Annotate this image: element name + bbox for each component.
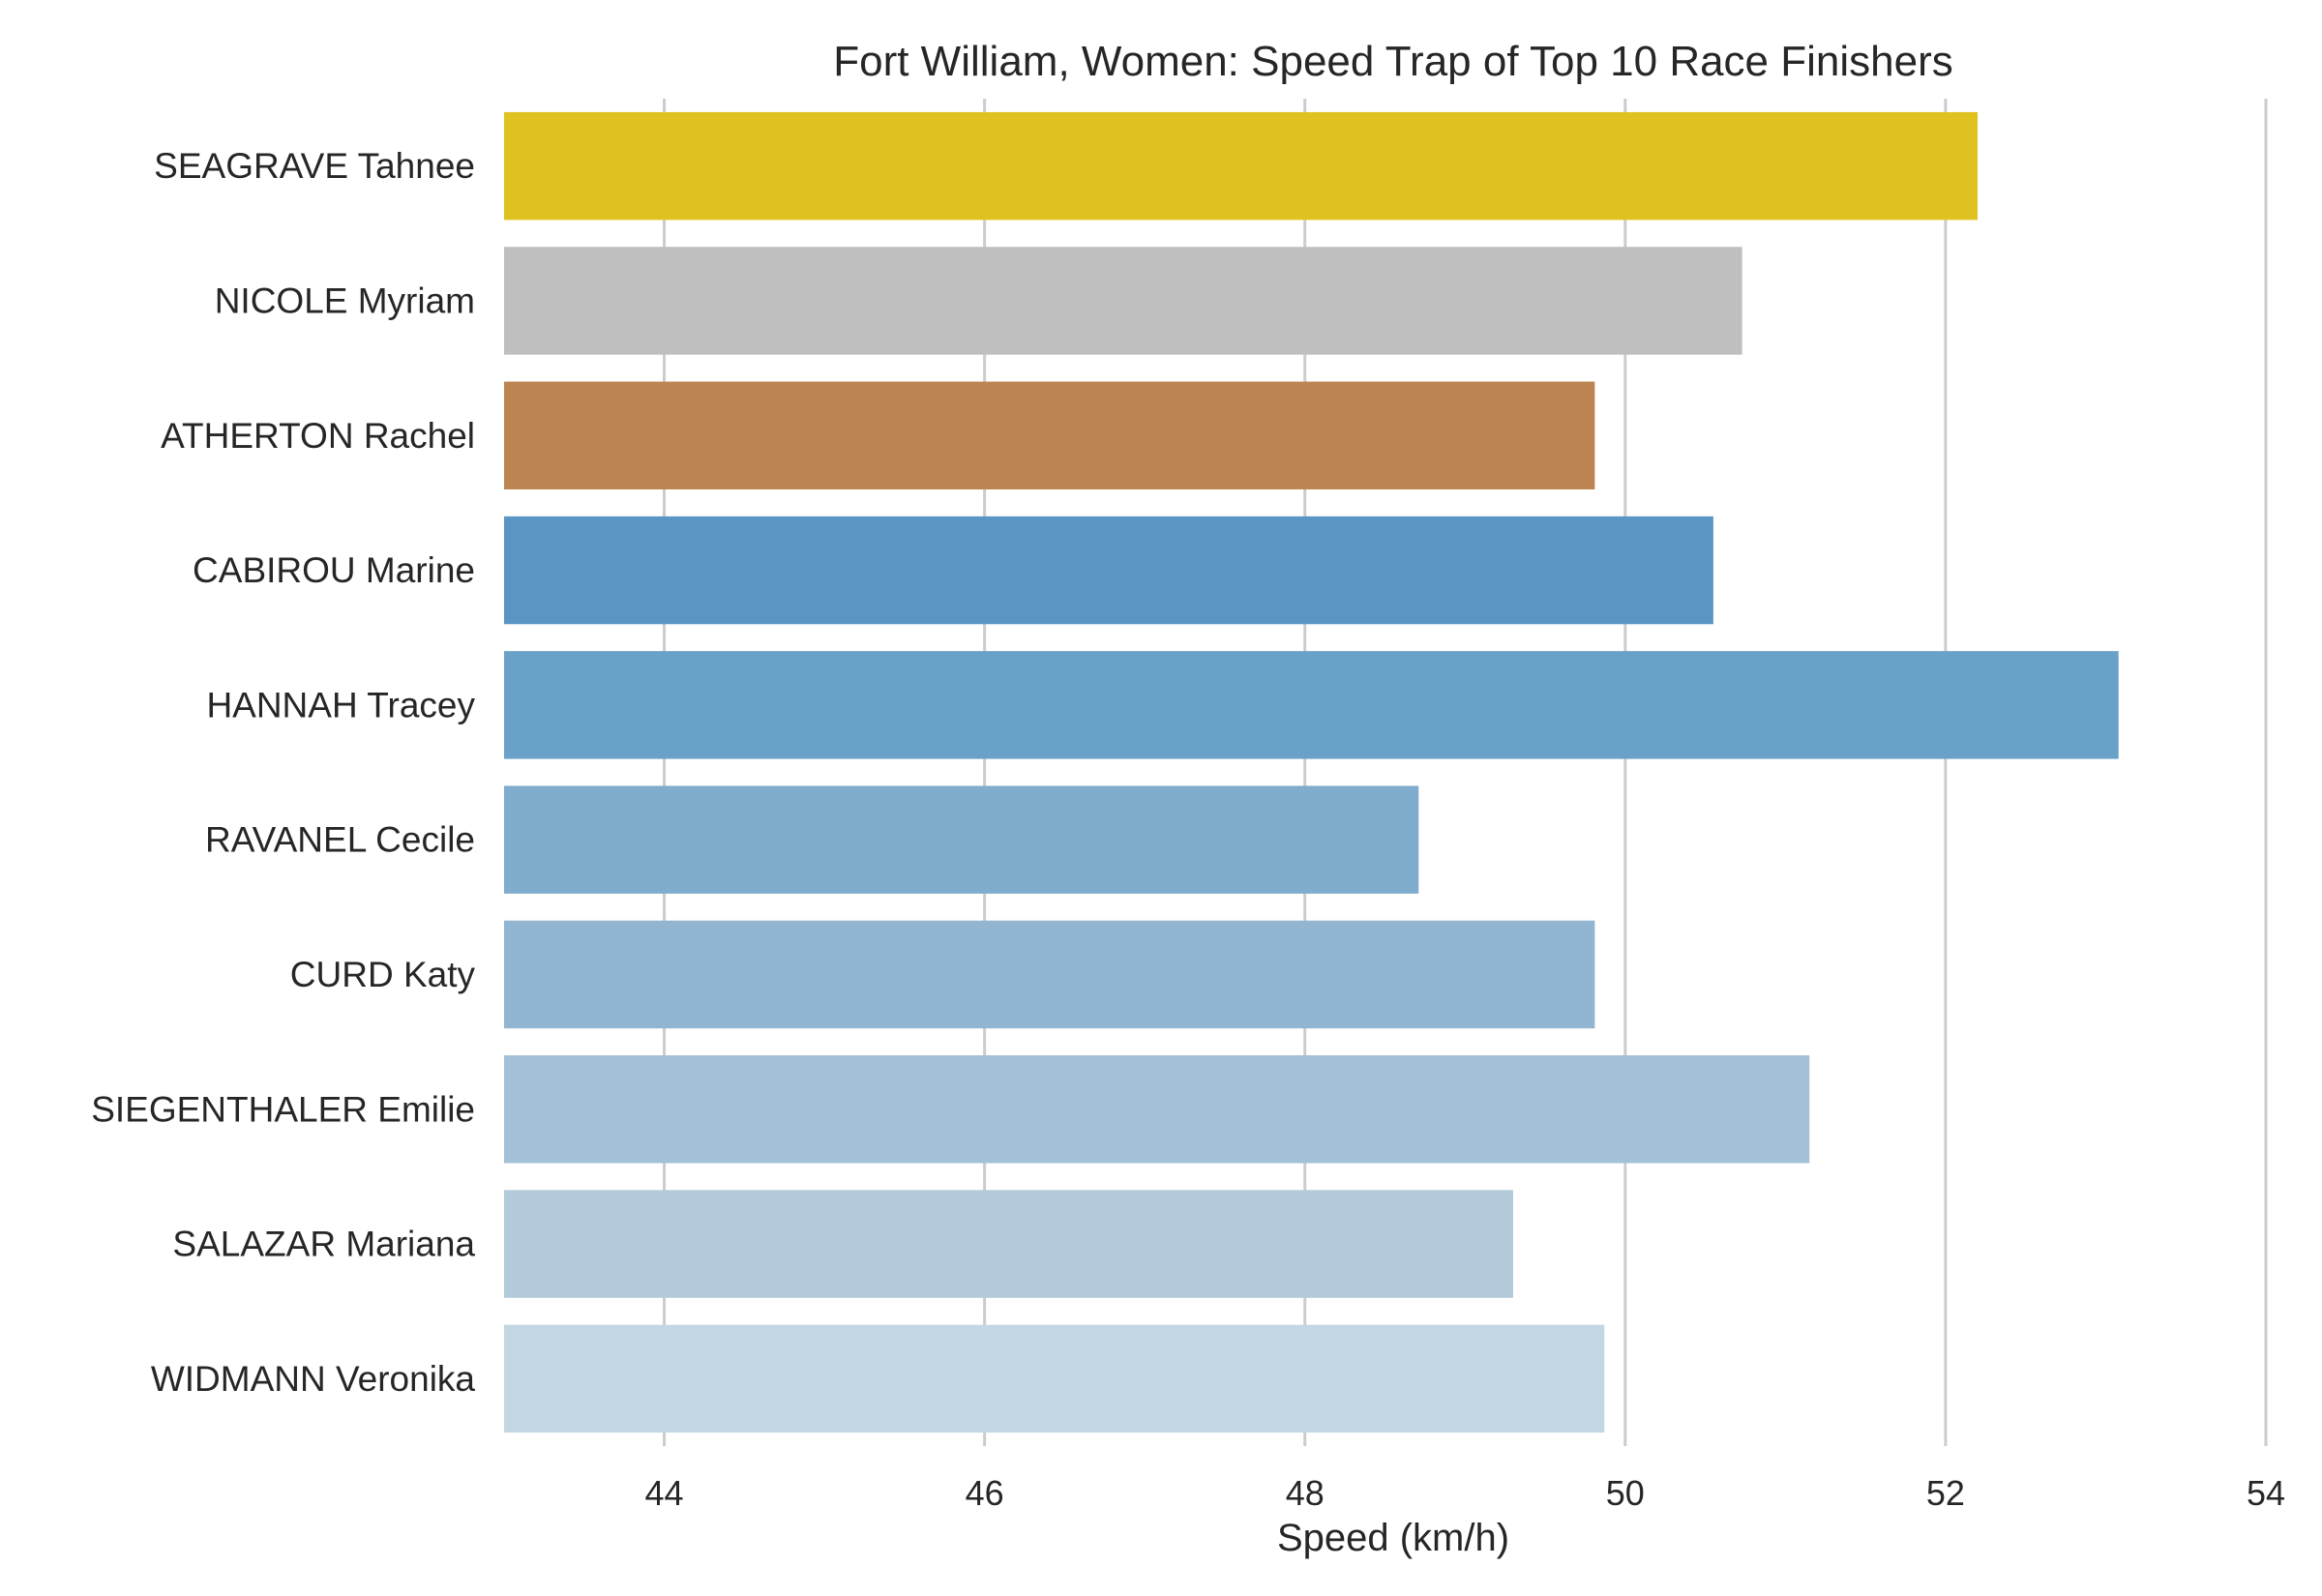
- category-label: WIDMANN Veronika: [151, 1359, 476, 1399]
- x-tick-label: 48: [1286, 1473, 1325, 1513]
- category-label: SALAZAR Mariana: [172, 1225, 475, 1264]
- category-label: SIEGENTHALER Emilie: [91, 1089, 475, 1129]
- category-label: SEAGRAVE Tahnee: [154, 146, 475, 186]
- category-label: RAVANEL Cecile: [205, 820, 475, 860]
- x-axis-label: Speed (km/h): [1277, 1517, 1509, 1559]
- category-label: HANNAH Tracey: [206, 685, 475, 724]
- bar: [504, 785, 1419, 894]
- x-tick-label: 44: [645, 1473, 684, 1513]
- x-tick-label: 54: [2247, 1473, 2285, 1513]
- x-tick-label: 46: [966, 1473, 1004, 1513]
- bar: [504, 381, 1595, 489]
- category-label: CURD Katy: [290, 955, 476, 994]
- category-label: CABIROU Marine: [193, 550, 475, 590]
- bar: [504, 247, 1742, 355]
- bar: [504, 111, 1979, 221]
- chart-title: Fort William, Women: Speed Trap of Top 1…: [833, 38, 1953, 85]
- bar: [504, 516, 1713, 625]
- bar: [504, 920, 1595, 1029]
- x-tick-labels: 44 46 48 50 52 54: [645, 1473, 2286, 1513]
- category-label: ATHERTON Rachel: [161, 416, 475, 456]
- category-label: NICOLE Myriam: [215, 281, 475, 320]
- bar: [504, 1055, 1810, 1164]
- x-tick-label: 50: [1606, 1473, 1645, 1513]
- bars: [504, 111, 2119, 1433]
- bar: [504, 651, 2119, 759]
- bar: [504, 1324, 1605, 1433]
- category-labels: SEAGRAVE Tahnee NICOLE Myriam ATHERTON Rac…: [91, 146, 475, 1399]
- bar: [504, 1190, 1513, 1298]
- x-tick-label: 52: [1926, 1473, 1965, 1513]
